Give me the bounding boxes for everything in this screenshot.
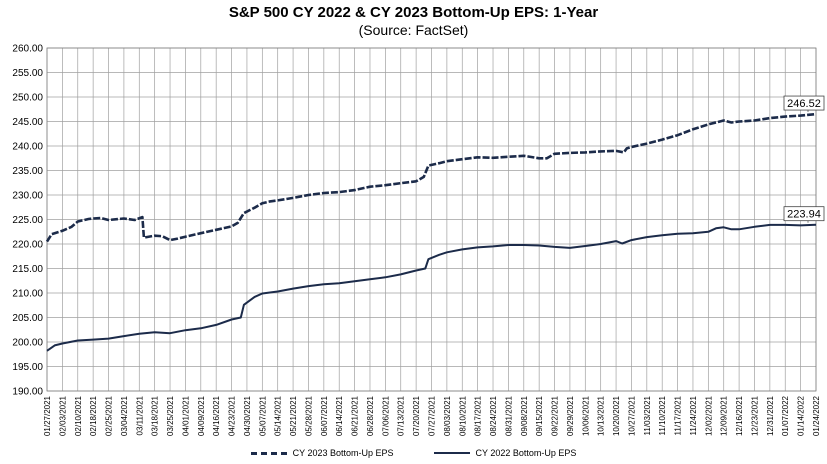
x-tick-label: 10/13/2021 — [597, 395, 606, 436]
legend-label-cy2022: CY 2022 Bottom-Up EPS — [475, 448, 577, 458]
x-tick-label: 07/20/2021 — [412, 395, 421, 436]
x-tick-label: 02/25/2021 — [105, 395, 114, 436]
series-line-cy2022 — [46, 223, 817, 352]
x-tick-label: 04/30/2021 — [243, 395, 252, 436]
x-tick-label: 06/14/2021 — [335, 395, 344, 436]
end-label-value: 246.52 — [787, 98, 821, 110]
x-tick-label: 03/18/2021 — [151, 395, 160, 436]
x-tick-label: 02/03/2021 — [58, 395, 67, 436]
y-tick-label: 250.00 — [12, 93, 43, 104]
x-tick-label: 10/06/2021 — [581, 395, 590, 436]
x-tick-label: 07/06/2021 — [381, 395, 390, 436]
legend: CY 2023 Bottom-Up EPS CY 2022 Bottom-Up … — [0, 448, 827, 458]
y-tick-label: 220.00 — [12, 240, 43, 251]
x-tick-label: 01/14/2022 — [797, 395, 806, 436]
series-lines — [45, 112, 817, 352]
x-tick-label: 05/07/2021 — [258, 395, 267, 436]
legend-swatch-solid — [433, 452, 470, 454]
x-tick-label: 03/25/2021 — [166, 395, 175, 436]
series-line-cy2023 — [45, 112, 817, 243]
x-tick-label: 09/15/2021 — [535, 395, 544, 436]
x-tick-label: 11/10/2021 — [658, 395, 667, 435]
x-tick-label: 11/17/2021 — [674, 395, 683, 435]
x-tick-label: 12/23/2021 — [750, 395, 759, 436]
x-tick-label: 04/16/2021 — [212, 395, 221, 436]
grid-lines — [46, 47, 817, 392]
y-tick-label: 230.00 — [12, 191, 43, 202]
x-tick-label: 08/31/2021 — [504, 395, 513, 436]
chart-title: S&P 500 CY 2022 & CY 2023 Bottom-Up EPS:… — [228, 4, 599, 21]
y-tick-label: 240.00 — [12, 142, 43, 153]
legend-item-cy2022: CY 2022 Bottom-Up EPS — [433, 448, 577, 458]
legend-label-cy2023: CY 2023 Bottom-Up EPS — [292, 448, 394, 458]
x-tick-label: 09/22/2021 — [551, 395, 560, 436]
y-tick-label: 205.00 — [12, 313, 43, 324]
x-tick-label: 04/01/2021 — [181, 395, 190, 436]
x-tick-label: 08/24/2021 — [489, 395, 498, 436]
x-tick-label: 01/27/2021 — [43, 395, 52, 436]
x-tick-label: 05/14/2021 — [274, 395, 283, 436]
y-tick-label: 260.00 — [12, 44, 43, 55]
x-tick-label: 07/13/2021 — [397, 395, 406, 436]
x-tick-label: 06/28/2021 — [366, 395, 375, 436]
x-tick-label: 08/10/2021 — [458, 395, 467, 436]
x-tick-label: 02/18/2021 — [89, 395, 98, 436]
y-tick-label: 245.00 — [12, 117, 43, 128]
y-tick-label: 255.00 — [12, 68, 43, 79]
y-tick-label: 190.00 — [12, 387, 43, 398]
legend-item-cy2023: CY 2023 Bottom-Up EPS — [250, 448, 394, 458]
y-axis: 190.00 195.00 200.00 205.00 210.00 215.00 220.… — [12, 44, 43, 398]
end-label-value: 223.94 — [787, 209, 821, 221]
x-tick-label: 06/21/2021 — [351, 395, 360, 436]
y-tick-label: 225.00 — [12, 215, 43, 226]
x-tick-label: 08/17/2021 — [474, 395, 483, 436]
end-label-box — [783, 95, 825, 111]
x-axis: 01/27/2021 02/03/2021 02/10/2021 02/18/2021… — [43, 395, 821, 436]
x-tick-label: 09/08/2021 — [520, 395, 529, 436]
x-tick-label: 12/02/2021 — [704, 395, 713, 436]
y-tick-label: 215.00 — [12, 264, 43, 275]
x-tick-label: 08/03/2021 — [443, 395, 452, 436]
y-tick-label: 235.00 — [12, 166, 43, 177]
x-tick-label: 04/23/2021 — [228, 395, 237, 436]
x-tick-label: 04/09/2021 — [197, 395, 206, 436]
x-tick-label: 11/03/2021 — [643, 395, 652, 435]
x-tick-label: 07/27/2021 — [428, 395, 437, 436]
end-labels: 246.52 223.94 — [783, 95, 825, 223]
chart-subtitle: (Source: FactSet) — [358, 22, 469, 38]
x-tick-label: 02/10/2021 — [74, 395, 83, 436]
x-tick-label: 03/04/2021 — [120, 395, 129, 436]
legend-swatch-dashed — [250, 451, 287, 455]
x-tick-label: 05/21/2021 — [289, 395, 298, 436]
x-tick-label: 12/09/2021 — [720, 395, 729, 436]
x-tick-label: 01/07/2022 — [781, 395, 790, 436]
x-tick-label: 12/16/2021 — [735, 395, 744, 436]
x-tick-label: 11/24/2021 — [689, 395, 698, 435]
x-tick-label: 06/07/2021 — [320, 395, 329, 436]
y-tick-label: 210.00 — [12, 289, 43, 300]
x-tick-label: 12/31/2021 — [766, 395, 775, 436]
end-label-box — [783, 206, 825, 222]
x-tick-label: 10/27/2021 — [627, 395, 636, 436]
y-tick-label: 195.00 — [12, 362, 43, 373]
x-tick-label: 10/20/2021 — [612, 395, 621, 436]
x-tick-label: 09/29/2021 — [566, 395, 575, 436]
x-tick-label: 01/24/2022 — [812, 395, 821, 436]
x-tick-label: 03/11/2021 — [135, 395, 144, 435]
x-tick-label: 05/28/2021 — [304, 395, 313, 436]
y-tick-label: 200.00 — [12, 338, 43, 349]
